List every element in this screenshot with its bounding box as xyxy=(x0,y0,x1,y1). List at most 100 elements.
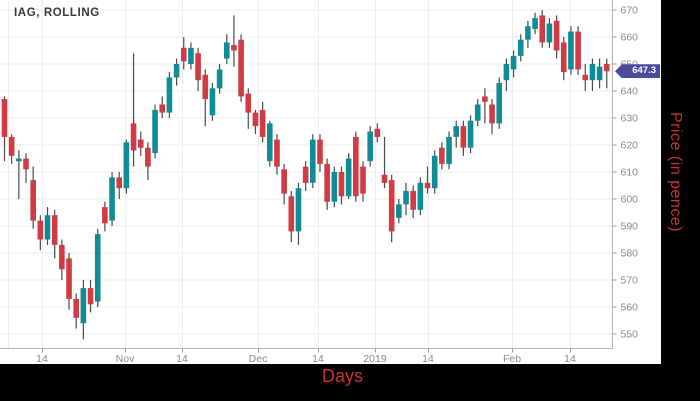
candle-down[interactable] xyxy=(87,288,94,305)
candle-down[interactable] xyxy=(374,128,381,137)
candle-up[interactable] xyxy=(431,155,438,189)
candle-down[interactable] xyxy=(553,20,560,51)
candle-down[interactable] xyxy=(424,182,431,189)
candle-down[interactable] xyxy=(539,15,546,43)
y-tick-label: 560 xyxy=(621,302,639,314)
x-tick-label: 14 xyxy=(176,353,188,364)
candle-down[interactable] xyxy=(1,99,8,137)
candlestick-chart[interactable]: 5505605705805906006106206306406506606701… xyxy=(0,0,661,364)
candle-down[interactable] xyxy=(338,172,345,197)
candle-up[interactable] xyxy=(152,109,158,154)
chart-legend-title: IAG, ROLLING xyxy=(14,7,100,19)
candle-down[interactable] xyxy=(281,169,287,194)
candle-down[interactable] xyxy=(288,196,295,232)
candle-down[interactable] xyxy=(73,298,79,318)
candle-up[interactable] xyxy=(295,188,302,232)
candle-up[interactable] xyxy=(166,77,173,113)
y-tick-label: 580 xyxy=(621,248,639,260)
y-tick-label: 660 xyxy=(621,32,639,44)
candle-up[interactable] xyxy=(331,172,338,202)
candle-up[interactable] xyxy=(474,104,481,121)
candle-up[interactable] xyxy=(310,139,316,183)
candle-down[interactable] xyxy=(252,112,259,127)
candle-down[interactable] xyxy=(231,45,237,51)
candle-up[interactable] xyxy=(94,234,101,302)
candle-down[interactable] xyxy=(560,42,567,73)
candle-down[interactable] xyxy=(180,47,187,62)
candle-up[interactable] xyxy=(510,55,517,70)
x-tick-label: 14 xyxy=(564,353,576,364)
candle-up[interactable] xyxy=(266,123,273,162)
candle-up[interactable] xyxy=(568,31,574,70)
candle-up[interactable] xyxy=(453,126,460,137)
candle-down[interactable] xyxy=(238,39,244,97)
candle-up[interactable] xyxy=(496,82,503,124)
candle-down[interactable] xyxy=(575,31,581,70)
candle-up[interactable] xyxy=(216,69,223,89)
candle-up[interactable] xyxy=(44,215,51,240)
x-tick-label: 14 xyxy=(312,353,324,364)
candle-down[interactable] xyxy=(603,64,610,72)
candle-up[interactable] xyxy=(517,39,524,56)
candle-up[interactable] xyxy=(589,64,596,81)
candle-up[interactable] xyxy=(367,131,373,162)
candle-up[interactable] xyxy=(532,18,538,29)
candle-down[interactable] xyxy=(137,139,144,148)
candle-down[interactable] xyxy=(460,126,467,148)
candle-down[interactable] xyxy=(317,139,323,164)
candle-down[interactable] xyxy=(324,163,330,202)
candle-up[interactable] xyxy=(417,182,424,210)
candle-down[interactable] xyxy=(274,139,280,167)
candle-up[interactable] xyxy=(396,204,402,218)
candle-up[interactable] xyxy=(123,142,130,189)
candle-down[interactable] xyxy=(259,109,266,137)
candle-down[interactable] xyxy=(360,166,366,194)
candle-down[interactable] xyxy=(489,104,495,124)
candle-up[interactable] xyxy=(446,136,452,164)
candle-up[interactable] xyxy=(503,64,510,81)
candle-down[interactable] xyxy=(145,147,151,167)
candle-up[interactable] xyxy=(403,190,409,205)
candle-down[interactable] xyxy=(202,74,209,100)
candle-up[interactable] xyxy=(546,23,553,43)
candle-down[interactable] xyxy=(102,207,108,224)
candle-down[interactable] xyxy=(8,136,15,156)
candle-down[interactable] xyxy=(353,136,359,197)
y-tick-label: 620 xyxy=(621,140,639,152)
candle-up[interactable] xyxy=(525,26,531,40)
candle-down[interactable] xyxy=(439,147,445,164)
candle-down[interactable] xyxy=(388,180,395,232)
candle-down[interactable] xyxy=(130,123,137,151)
candle-up[interactable] xyxy=(223,42,230,59)
candle-down[interactable] xyxy=(23,158,29,170)
candle-down[interactable] xyxy=(51,215,58,245)
candle-down[interactable] xyxy=(302,166,309,183)
candle-up[interactable] xyxy=(173,64,180,78)
x-tick-label: Nov xyxy=(116,353,135,364)
candle-up[interactable] xyxy=(596,66,603,81)
candle-up[interactable] xyxy=(345,158,352,197)
candle-down[interactable] xyxy=(116,177,123,189)
candle-down[interactable] xyxy=(381,174,388,183)
candle-down[interactable] xyxy=(159,104,166,113)
candle-down[interactable] xyxy=(482,96,488,102)
candle-down[interactable] xyxy=(245,93,252,113)
candle-down[interactable] xyxy=(195,53,201,81)
candle-down[interactable] xyxy=(37,220,44,240)
candle-up[interactable] xyxy=(109,177,115,221)
candle-up[interactable] xyxy=(16,158,22,162)
y-tick-label: 670 xyxy=(621,5,639,17)
candle-down[interactable] xyxy=(582,74,589,81)
candle-up[interactable] xyxy=(80,288,87,324)
x-tick-label: 2019 xyxy=(363,353,387,364)
candle-up[interactable] xyxy=(209,88,216,116)
y-axis-title: Price (in pence) xyxy=(667,112,684,233)
candle-down[interactable] xyxy=(410,190,416,210)
last-price-value: 647.3 xyxy=(632,65,656,77)
y-tick-label: 610 xyxy=(621,167,639,179)
candle-down[interactable] xyxy=(59,244,65,270)
candle-down[interactable] xyxy=(66,258,72,299)
candle-down[interactable] xyxy=(30,180,36,221)
candle-up[interactable] xyxy=(467,120,474,148)
candle-up[interactable] xyxy=(188,47,194,64)
